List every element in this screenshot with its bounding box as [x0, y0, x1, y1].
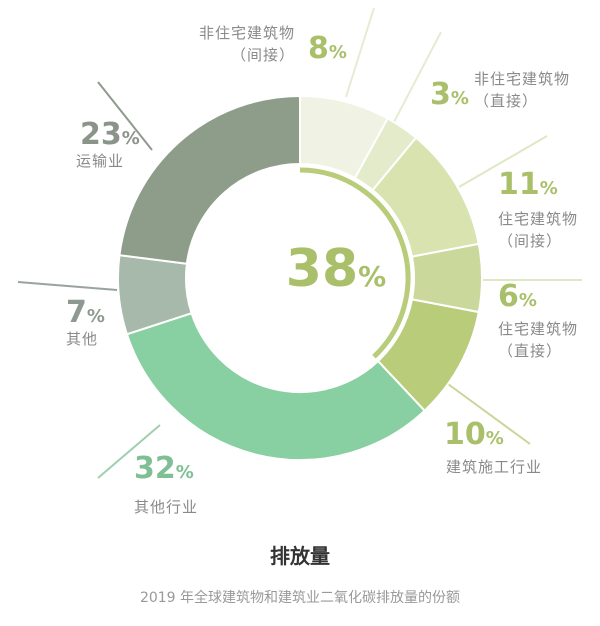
slice-name-label: 住宅建筑物 — [498, 320, 578, 338]
slice-name-label: 非住宅建筑物 — [199, 24, 295, 42]
donut-slices — [117, 94, 483, 461]
donut-slice — [118, 94, 301, 265]
leader-line — [447, 383, 531, 445]
slice-labels: 8% 非住宅建筑物 （间接） 3% 非住宅建筑物 （直接） 11% 住宅建筑物 （间接） 6% 住宅… — [66, 24, 578, 516]
center-percent-sign: % — [358, 260, 386, 293]
slice-percentage-label: 7% — [66, 295, 105, 330]
center-percentage: 38% — [286, 239, 386, 299]
center-number: 38 — [286, 239, 358, 299]
slice-percentage-label: 3% — [430, 77, 469, 112]
slice-percentage-label: 6% — [498, 279, 537, 314]
slice-percentage-label: 10% — [444, 417, 504, 452]
slice-percentage-label: 23% — [80, 117, 140, 152]
leader-line — [97, 424, 161, 479]
slice-name-label: 其他行业 — [134, 498, 198, 516]
buildings-share-arc — [299, 167, 411, 359]
slice-percentage-label: 32% — [134, 451, 194, 486]
chart-title: 排放量 — [270, 544, 330, 568]
slice-name-label: 建筑施工行业 — [446, 458, 542, 476]
slice-percentage-label: 11% — [498, 167, 558, 202]
buildings-share-arc-path — [299, 167, 411, 359]
leader-lines — [17, 7, 582, 479]
slice-name-label: （间接） — [231, 46, 295, 64]
slice-name-label: （间接） — [498, 232, 562, 250]
slice-percentage-label: 8% — [308, 31, 347, 66]
slice-name-label: （直接） — [498, 342, 562, 360]
donut-slice — [125, 311, 427, 461]
leader-line — [97, 81, 153, 151]
slice-name-label: 住宅建筑物 — [498, 210, 578, 228]
leader-line — [17, 281, 118, 291]
slice-name-label: 非住宅建筑物 — [474, 70, 570, 88]
slice-name-label: 其他 — [66, 330, 98, 348]
leader-line — [393, 31, 442, 123]
leader-line — [458, 135, 548, 188]
chart-subtitle: 2019 年全球建筑物和建筑业二氧化碳排放量的份额 — [140, 589, 460, 606]
slice-name-label: 运输业 — [76, 152, 124, 170]
slice-name-label: （直接） — [474, 92, 538, 110]
leader-line — [345, 7, 375, 98]
